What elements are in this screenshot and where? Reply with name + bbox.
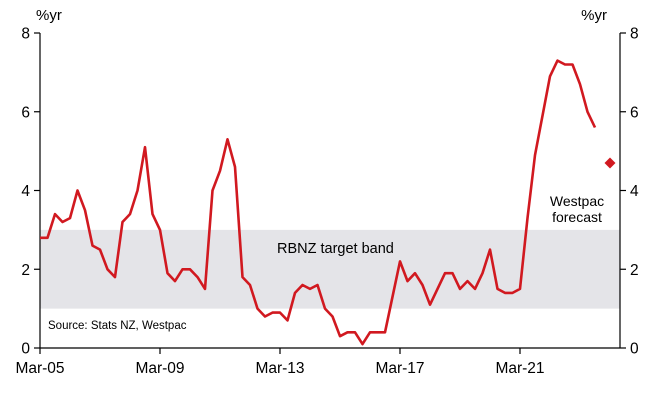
x-tick-label: Mar-09 — [135, 360, 184, 377]
y-axis-unit-left: %yr — [36, 7, 62, 24]
y-tick-label-right: 2 — [630, 262, 639, 279]
inflation-line — [40, 59, 597, 346]
y-tick-label-left: 8 — [21, 26, 30, 43]
forecast-diamond — [604, 157, 616, 169]
target-band-label: RBNZ target band — [277, 241, 394, 257]
y-tick-label-left: 2 — [21, 262, 30, 279]
x-tick-label: Mar-17 — [375, 360, 424, 377]
y-axis-unit-right: %yr — [581, 7, 607, 24]
y-tick-label-left: 0 — [21, 341, 30, 358]
x-tick-label: Mar-13 — [255, 360, 304, 377]
source-note: Source: Stats NZ, Westpac — [48, 320, 187, 332]
y-tick-label-right: 0 — [630, 341, 639, 358]
x-tick-label: Mar-21 — [495, 360, 544, 377]
y-tick-label-right: 4 — [630, 183, 639, 200]
forecast-label: Westpac forecast — [549, 193, 605, 226]
y-tick-label-right: 6 — [630, 104, 639, 121]
x-tick-label: Mar-05 — [15, 360, 64, 377]
y-tick-label-left: 6 — [21, 104, 30, 121]
y-tick-label-right: 8 — [630, 26, 639, 43]
y-tick-label-left: 4 — [21, 183, 30, 200]
